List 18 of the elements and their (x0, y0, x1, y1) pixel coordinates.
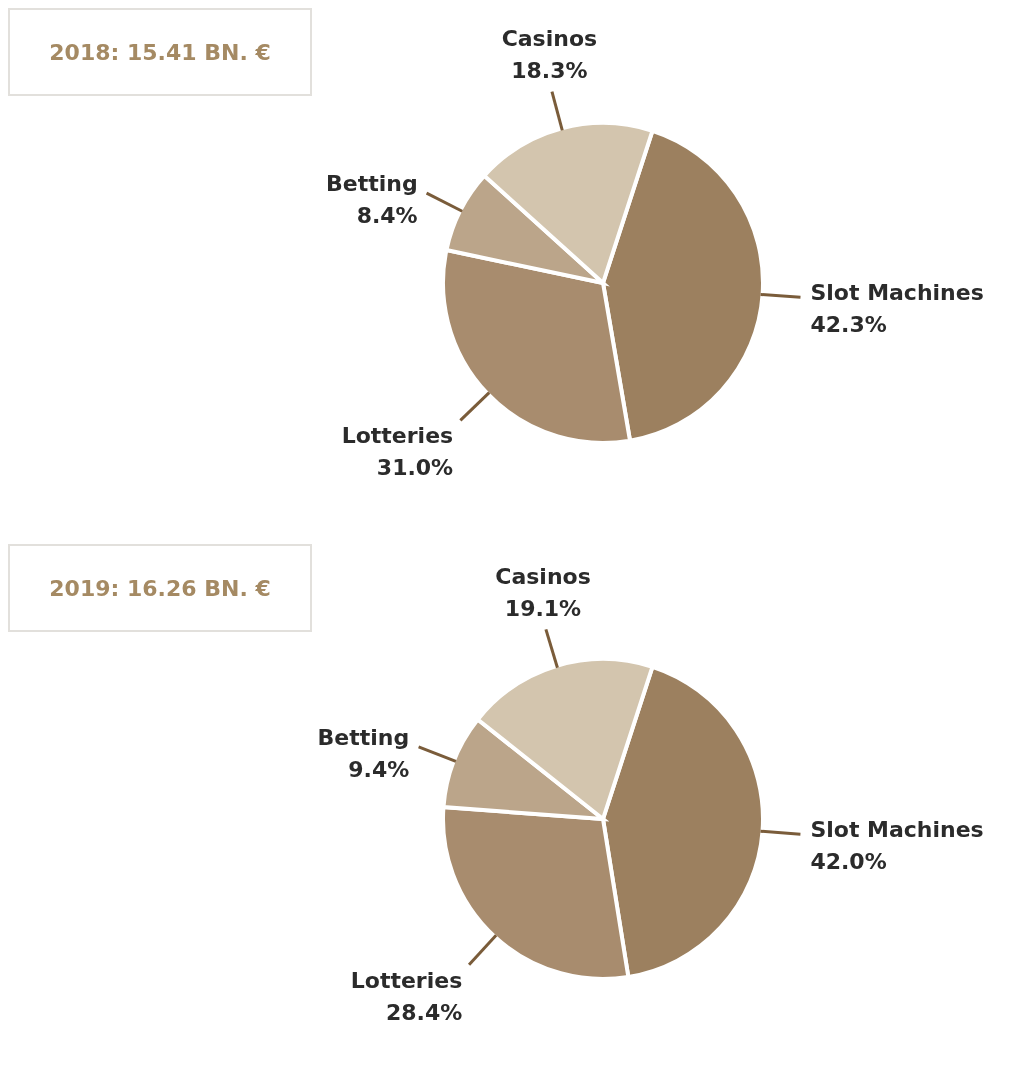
data-label: 28.4% (385, 1000, 463, 1026)
slice-label: Casinos (501, 26, 598, 52)
data-label: 8.4% (356, 202, 418, 228)
slice-label: Slot Machines (810, 280, 984, 306)
data-label: 42.3% (810, 312, 887, 338)
slice-label: Casinos (495, 563, 591, 589)
data-label: 9.4% (348, 757, 410, 783)
slice-label: Lotteries (341, 423, 454, 449)
slice-label: Slot Machines (810, 817, 984, 843)
slice-label: Betting (317, 725, 410, 751)
chart-title: 2019: 16.26 BN. € (8, 544, 312, 632)
slice-label: Lotteries (350, 968, 463, 994)
data-label: 18.3% (511, 58, 588, 84)
data-label: 42.0% (810, 849, 887, 875)
slice-label: Betting (325, 170, 418, 196)
data-label: 19.1% (504, 595, 582, 621)
data-label: 31.0% (376, 455, 454, 481)
chart-title: 2018: 15.41 BN. € (8, 8, 312, 96)
